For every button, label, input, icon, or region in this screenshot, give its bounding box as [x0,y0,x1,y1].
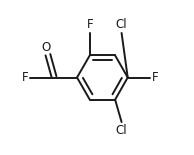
Text: F: F [22,71,29,84]
Text: O: O [41,41,50,54]
Text: Cl: Cl [116,18,127,31]
Text: F: F [87,18,93,31]
Text: F: F [152,71,158,84]
Text: Cl: Cl [116,124,127,137]
